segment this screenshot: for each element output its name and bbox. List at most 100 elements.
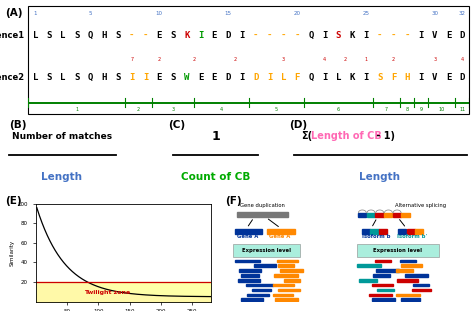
Bar — [376, 269, 399, 272]
Bar — [246, 284, 273, 286]
Text: S: S — [336, 31, 341, 40]
Text: E: E — [212, 72, 217, 81]
Text: D: D — [460, 72, 465, 81]
Text: S: S — [170, 31, 176, 40]
Bar — [234, 244, 300, 257]
Bar — [377, 289, 394, 291]
Bar — [362, 229, 370, 234]
Text: Gene A': Gene A' — [269, 234, 292, 239]
Bar — [278, 289, 300, 291]
Text: I: I — [419, 31, 424, 40]
Text: - 1): - 1) — [373, 132, 395, 142]
Bar — [393, 213, 401, 217]
Text: -: - — [267, 31, 272, 40]
Text: -: - — [129, 31, 135, 40]
Text: I: I — [363, 72, 369, 81]
Bar — [267, 229, 295, 234]
Text: I: I — [143, 72, 148, 81]
Text: E: E — [156, 31, 162, 40]
Text: D: D — [460, 31, 465, 40]
Text: -: - — [143, 31, 148, 40]
Text: S: S — [46, 72, 52, 81]
Bar — [375, 260, 391, 262]
Text: S: S — [115, 72, 121, 81]
Text: 20: 20 — [293, 11, 301, 16]
Text: 7: 7 — [130, 57, 133, 62]
Bar — [370, 229, 379, 234]
Text: 6: 6 — [337, 107, 340, 113]
Text: 9: 9 — [419, 107, 422, 113]
Bar — [238, 279, 260, 281]
Text: Number of matches: Number of matches — [11, 132, 112, 141]
Bar — [413, 284, 429, 286]
Bar — [237, 212, 288, 217]
Bar — [277, 260, 299, 262]
Text: Isoform b': Isoform b' — [397, 234, 428, 239]
Text: (B): (B) — [9, 120, 27, 130]
Text: 4: 4 — [323, 57, 326, 62]
Bar — [369, 294, 392, 296]
Text: Sequence2: Sequence2 — [0, 72, 24, 81]
Bar — [239, 269, 261, 272]
Bar — [375, 213, 383, 217]
Bar — [278, 264, 294, 267]
Bar — [397, 279, 418, 281]
Bar — [372, 298, 395, 301]
Text: Length: Length — [41, 172, 82, 182]
Text: I: I — [267, 72, 272, 81]
Text: 11: 11 — [459, 107, 465, 113]
Text: L: L — [336, 72, 341, 81]
Text: Expression level: Expression level — [242, 248, 291, 253]
Text: 7: 7 — [385, 107, 388, 113]
Text: 2: 2 — [192, 57, 195, 62]
Bar — [274, 274, 298, 277]
Text: 3: 3 — [433, 57, 437, 62]
Text: 2: 2 — [392, 57, 395, 62]
Text: K: K — [184, 31, 190, 40]
Text: Count of CB: Count of CB — [181, 172, 250, 182]
Text: S: S — [74, 72, 79, 81]
Bar — [358, 213, 366, 217]
Text: E: E — [446, 72, 451, 81]
Text: (A): (A) — [5, 8, 22, 18]
Text: H: H — [101, 72, 107, 81]
Bar — [384, 213, 392, 217]
Bar — [398, 229, 406, 234]
Text: 10: 10 — [156, 11, 163, 16]
Bar — [373, 274, 390, 277]
Text: D: D — [226, 72, 231, 81]
Text: S: S — [74, 31, 79, 40]
Text: L: L — [281, 72, 286, 81]
Text: D: D — [253, 72, 258, 81]
Text: Q: Q — [88, 31, 93, 40]
Bar — [273, 284, 294, 286]
Bar — [401, 264, 422, 267]
Bar — [401, 298, 420, 301]
Text: E: E — [198, 72, 203, 81]
Text: E: E — [212, 31, 217, 40]
Bar — [252, 289, 271, 291]
Y-axis label: Similarity: Similarity — [9, 239, 15, 266]
Text: (E): (E) — [5, 196, 21, 206]
Text: 5: 5 — [275, 107, 278, 113]
Text: I: I — [129, 72, 135, 81]
Text: Length of CB: Length of CB — [311, 132, 382, 142]
Text: 2: 2 — [137, 107, 140, 113]
Text: E: E — [156, 72, 162, 81]
Text: Gene duplication: Gene duplication — [240, 203, 285, 208]
Bar — [412, 289, 431, 291]
Bar — [254, 264, 276, 267]
Text: 5: 5 — [89, 11, 92, 16]
Text: S: S — [170, 72, 176, 81]
Text: Q: Q — [308, 72, 313, 81]
Text: S: S — [377, 72, 383, 81]
Text: L: L — [60, 72, 65, 81]
Text: -: - — [405, 31, 410, 40]
Text: H: H — [101, 31, 107, 40]
Bar — [357, 264, 381, 267]
Bar — [396, 294, 420, 296]
Text: 32: 32 — [459, 11, 466, 16]
Text: K: K — [349, 72, 355, 81]
Text: F: F — [391, 72, 396, 81]
Bar — [273, 294, 293, 296]
